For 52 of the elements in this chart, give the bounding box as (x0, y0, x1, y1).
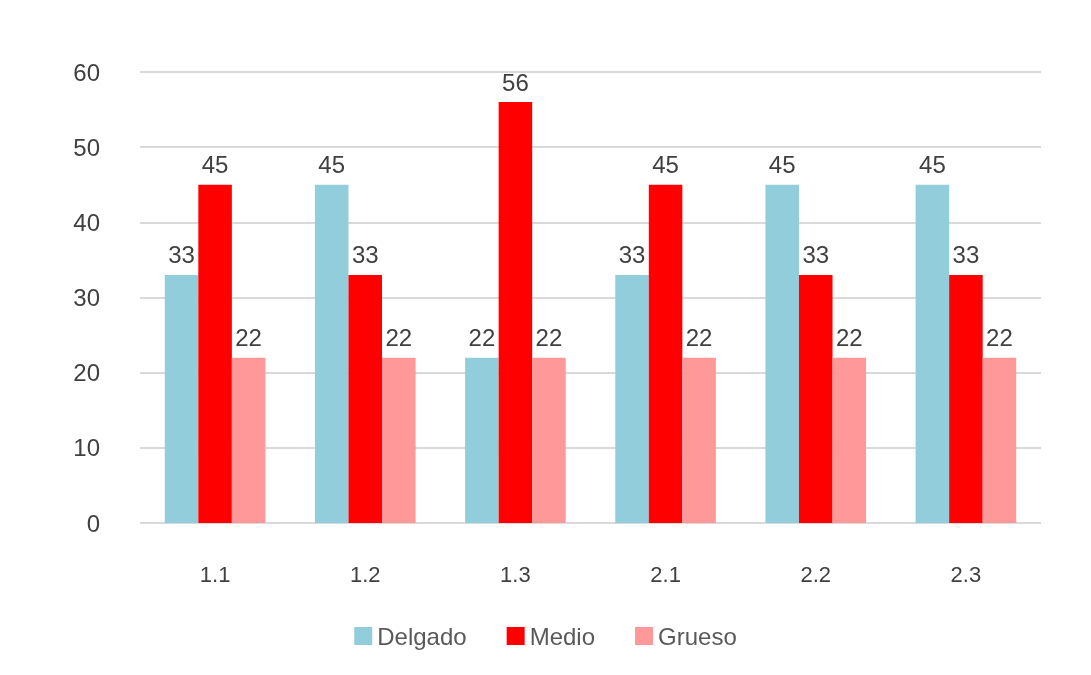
data-label: 33 (618, 241, 646, 269)
bar (198, 184, 232, 523)
bar (765, 184, 799, 523)
bar (532, 357, 566, 523)
legend-label: Grueso (658, 622, 737, 650)
data-label: 22 (986, 324, 1013, 352)
x-tick-label: 1.2 (349, 561, 381, 587)
y-tick-label: 60 (73, 58, 100, 86)
bar (465, 357, 499, 523)
data-label: 22 (685, 324, 713, 352)
data-label: 33 (351, 241, 379, 269)
data-label: 56 (502, 68, 529, 96)
data-label: 22 (235, 324, 262, 352)
bar (348, 274, 383, 523)
data-label: 45 (652, 151, 679, 179)
data-label: 45 (201, 151, 229, 179)
data-label: 45 (768, 151, 796, 179)
x-tick-label: 2.1 (650, 561, 681, 587)
bar (314, 184, 349, 523)
data-label: 22 (385, 324, 413, 352)
bar (682, 357, 716, 523)
bar (615, 274, 649, 523)
x-tick-label: 2.3 (950, 561, 982, 587)
bar (915, 184, 950, 523)
y-tick-label: 50 (73, 133, 100, 161)
data-label: 33 (802, 241, 830, 269)
bar (982, 357, 1017, 523)
data-label: 33 (168, 241, 195, 269)
bar (164, 274, 199, 523)
y-tick-label: 30 (73, 284, 100, 311)
bar (498, 102, 533, 523)
y-tick-label: 10 (73, 434, 100, 462)
y-tick-label: 40 (73, 208, 100, 236)
bar (231, 357, 266, 523)
x-tick-label: 2.2 (800, 561, 832, 587)
legend-label: Delgado (377, 622, 467, 650)
bar (648, 184, 683, 523)
data-label: 22 (835, 324, 863, 352)
data-label: 45 (919, 151, 946, 179)
data-label: 22 (468, 324, 496, 352)
y-tick-label: 0 (86, 509, 100, 537)
data-label: 45 (318, 151, 346, 179)
data-label: 33 (952, 241, 980, 269)
y-tick-label: 20 (73, 359, 100, 387)
legend-label: Medio (529, 622, 596, 650)
x-tick-label: 1.1 (199, 561, 231, 587)
bar (382, 357, 416, 523)
bar (949, 274, 983, 523)
bar (832, 357, 867, 523)
data-label: 22 (535, 324, 563, 352)
bar (798, 274, 833, 523)
x-tick-label: 1.3 (500, 561, 531, 587)
